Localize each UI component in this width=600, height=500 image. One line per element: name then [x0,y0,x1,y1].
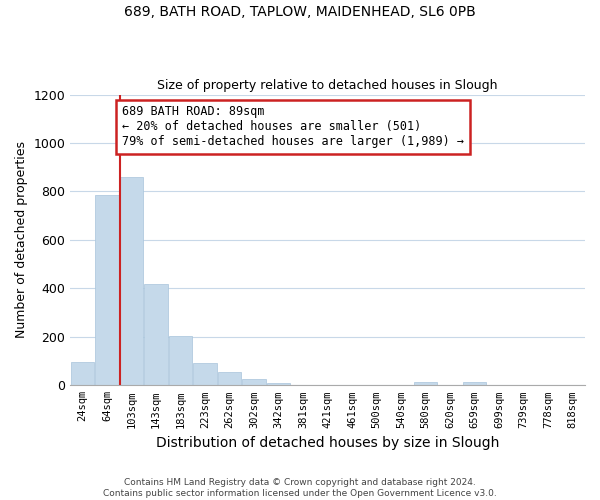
Bar [292,384,315,386]
Text: 689 BATH ROAD: 89sqm
← 20% of detached houses are smaller (501)
79% of semi-deta: 689 BATH ROAD: 89sqm ← 20% of detached h… [122,106,464,148]
Bar [95,195,119,386]
Bar [242,379,266,386]
Text: Contains HM Land Registry data © Crown copyright and database right 2024.
Contai: Contains HM Land Registry data © Crown c… [103,478,497,498]
Y-axis label: Number of detached properties: Number of detached properties [15,142,28,338]
Bar [169,336,192,386]
Title: Size of property relative to detached houses in Slough: Size of property relative to detached ho… [157,79,498,92]
Bar [71,362,94,386]
X-axis label: Distribution of detached houses by size in Slough: Distribution of detached houses by size … [156,436,499,450]
Text: 689, BATH ROAD, TAPLOW, MAIDENHEAD, SL6 0PB: 689, BATH ROAD, TAPLOW, MAIDENHEAD, SL6 … [124,5,476,19]
Bar [218,372,241,386]
Bar [463,382,487,386]
Bar [193,364,217,386]
Bar [267,384,290,386]
Bar [414,382,437,386]
Bar [120,177,143,386]
Bar [145,284,168,386]
